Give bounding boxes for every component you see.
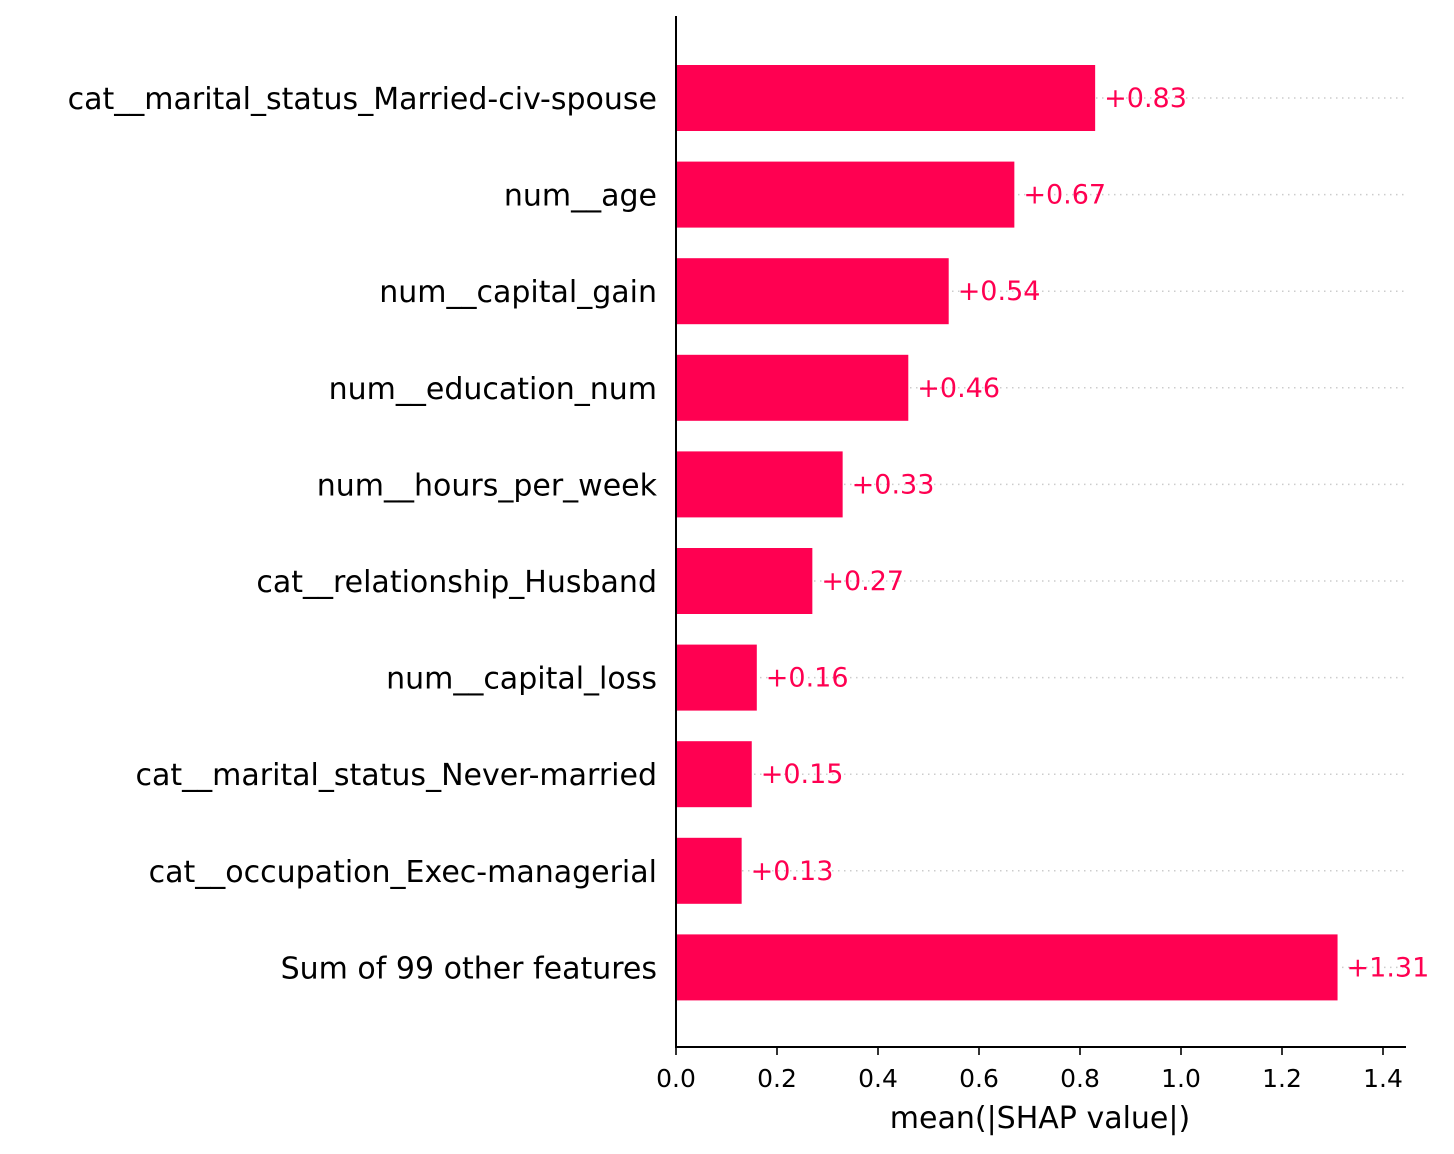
category-label: num__hours_per_week	[317, 468, 658, 503]
category-label: num__capital_gain	[379, 275, 657, 310]
bar	[676, 258, 949, 325]
bar	[676, 741, 752, 808]
category-label: cat__marital_status_Married-civ-spouse	[68, 82, 657, 117]
x-tick-label: 0.0	[656, 1064, 696, 1093]
value-label: +0.27	[821, 566, 904, 597]
category-label: cat__occupation_Exec-managerial	[149, 855, 657, 890]
value-label: +0.67	[1023, 180, 1106, 211]
value-label: +0.46	[917, 373, 1000, 404]
category-label: num__education_num	[329, 372, 657, 407]
value-label: +0.83	[1104, 83, 1187, 114]
bars	[676, 65, 1338, 1001]
x-tick-label: 0.4	[858, 1064, 898, 1093]
x-tick-label: 1.2	[1262, 1064, 1302, 1093]
value-label: +1.31	[1347, 952, 1430, 983]
axes: 0.0 0.2 0.4 0.6 0.8 1.0 1.2 1.4	[656, 16, 1406, 1093]
value-label: +0.15	[761, 759, 844, 790]
x-tick-label: 1.0	[1161, 1064, 1201, 1093]
category-label: cat__relationship_Husband	[256, 565, 657, 600]
bar	[676, 548, 813, 614]
category-label: Sum of 99 other features	[281, 951, 657, 986]
category-label: num__capital_loss	[386, 662, 657, 697]
bar	[676, 451, 843, 518]
bar	[676, 934, 1338, 1001]
x-tick-label: 0.2	[757, 1064, 797, 1093]
bar	[676, 644, 757, 711]
row-guides	[676, 97, 1406, 969]
bar	[676, 65, 1096, 131]
category-label: cat__marital_status_Never-married	[135, 758, 657, 793]
value-label: +0.13	[751, 856, 834, 887]
category-label: num__age	[504, 179, 657, 214]
category-labels: cat__marital_status_Married-civ-spousenu…	[68, 82, 658, 986]
value-labels: +0.83 +0.67 +0.54 +0.46 +0.33 +0.27 +0.16 +0.15…	[751, 83, 1430, 983]
value-label: +0.16	[766, 663, 849, 694]
bar	[676, 161, 1015, 228]
bar	[676, 354, 909, 421]
x-axis-title: mean(|SHAP value|)	[890, 1101, 1190, 1136]
x-tick-label: 0.8	[1060, 1064, 1100, 1093]
value-label: +0.54	[958, 276, 1041, 307]
bar	[676, 837, 742, 904]
value-label: +0.33	[852, 469, 935, 500]
x-tick-label: 0.6	[959, 1064, 999, 1093]
x-tick-label: 1.4	[1363, 1064, 1403, 1093]
